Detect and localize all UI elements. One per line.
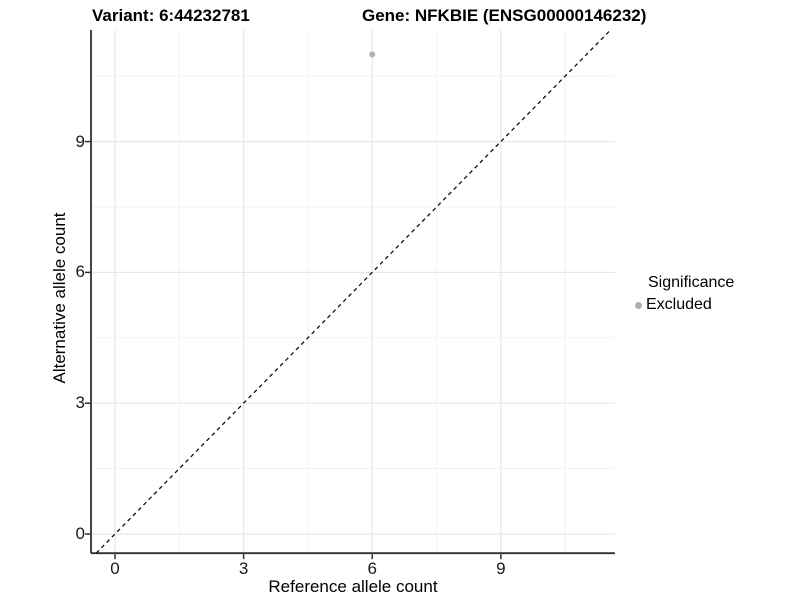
- legend-item-excluded: Excluded: [631, 296, 734, 314]
- data-point-excluded: [369, 51, 376, 58]
- plot-title-gene: Gene: NFKBIE (ENSG00000146232): [362, 6, 647, 25]
- legend-item-label: Excluded: [646, 296, 712, 313]
- x-axis-title: Reference allele count: [268, 577, 438, 596]
- x-tick-label: 3: [238, 559, 249, 578]
- legend-title: Significance: [648, 274, 735, 291]
- y-axis-title: Alternative allele count: [50, 212, 69, 384]
- y-tick-label: 9: [75, 131, 85, 151]
- y-tick-label: 3: [75, 393, 85, 413]
- x-tick-label: 6: [367, 559, 377, 578]
- legend: Significance Excluded: [631, 274, 734, 314]
- excluded-point-icon: [635, 301, 642, 309]
- x-tick-label: 9: [496, 559, 506, 578]
- y-tick-label: 6: [75, 262, 85, 282]
- x-tick-label: 0: [110, 559, 120, 578]
- identity-dashed-line: [95, 29, 612, 554]
- y-tick-label: 0: [75, 524, 85, 543]
- plot-title-variant: Variant: 6:44232781: [92, 6, 250, 25]
